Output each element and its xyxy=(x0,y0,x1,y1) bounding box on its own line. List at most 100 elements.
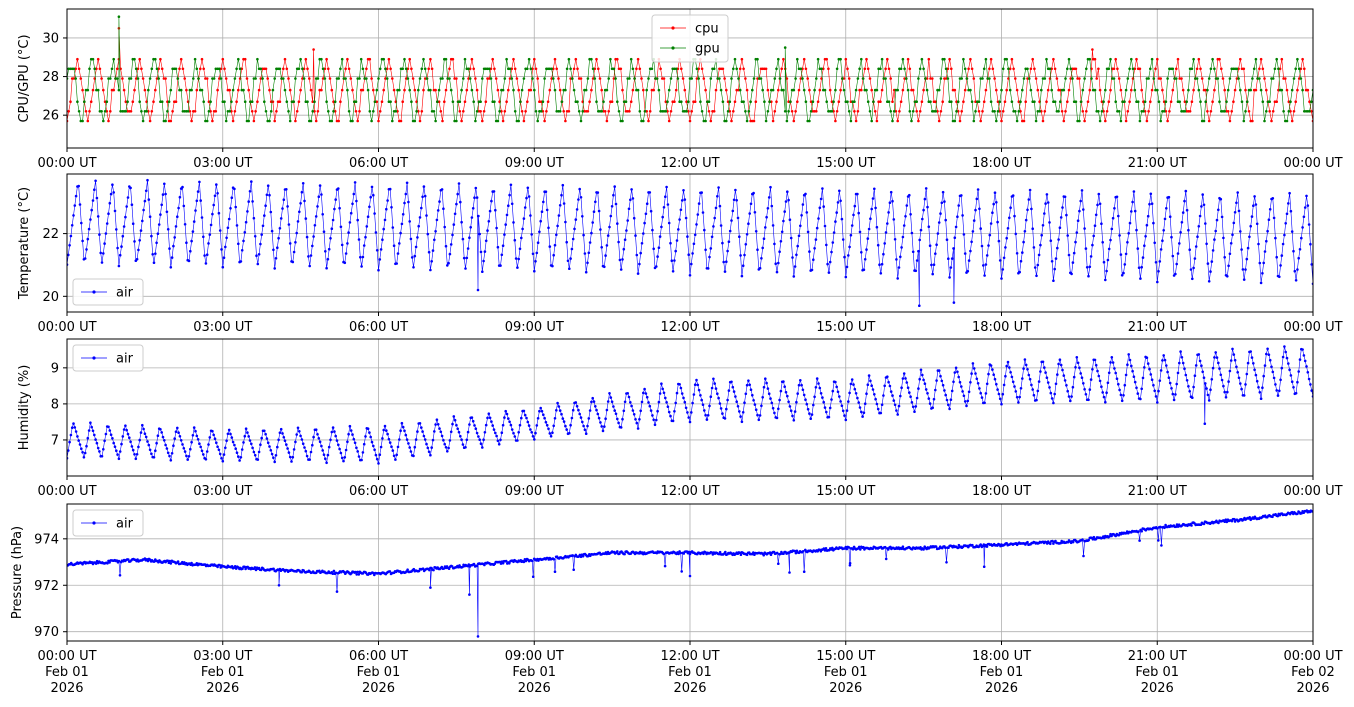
series-air-point xyxy=(626,392,629,395)
series-air-point xyxy=(159,428,162,431)
series-gpu-point xyxy=(645,88,648,92)
series-air-point xyxy=(1061,368,1064,372)
series-air-point xyxy=(72,422,75,425)
series-air-point xyxy=(936,232,940,235)
series-cpu-point xyxy=(129,110,133,113)
series-air-point xyxy=(1197,353,1201,356)
series-air-point xyxy=(243,231,247,234)
series-gpu-point xyxy=(920,57,924,61)
series-cpu-point xyxy=(879,100,882,103)
series-air-point xyxy=(730,219,733,222)
series-air-point xyxy=(452,223,456,226)
series-air-point xyxy=(144,435,148,439)
series-gpu-point xyxy=(782,88,785,92)
series-air-point xyxy=(130,203,134,206)
series-air-point xyxy=(660,382,663,386)
series-air-point xyxy=(503,233,506,236)
series-gpu-point xyxy=(1149,67,1152,71)
series-gpu-point xyxy=(119,110,122,113)
series-cpu-point xyxy=(520,110,524,113)
series-air-point xyxy=(1280,254,1284,257)
series-air-point xyxy=(1109,238,1112,242)
series-air-point xyxy=(169,459,173,462)
series-cpu-point xyxy=(702,77,706,80)
series-cpu-point xyxy=(98,67,102,71)
series-air-point xyxy=(70,224,74,227)
series-air-point xyxy=(344,448,348,452)
series-air-point xyxy=(700,398,703,402)
series-cpu-point xyxy=(311,100,315,103)
series-air-point xyxy=(1137,266,1141,270)
series-air-point xyxy=(552,424,555,428)
series-gpu-point xyxy=(685,110,688,113)
series-air-point xyxy=(1063,195,1067,199)
series-air-point xyxy=(709,395,713,399)
series-air-point xyxy=(507,204,510,207)
series-air-point xyxy=(205,253,209,256)
series-gpu-point xyxy=(956,100,960,103)
series-air-point xyxy=(261,224,265,228)
series-air-point xyxy=(740,420,744,424)
series-gpu-point xyxy=(197,77,200,80)
series-gpu-point xyxy=(797,67,801,71)
series-air-point xyxy=(1119,253,1123,256)
series-air-point xyxy=(1028,377,1032,381)
series-air-point xyxy=(1141,376,1145,380)
series-gpu-point xyxy=(1133,88,1137,92)
series-air-point xyxy=(353,181,357,184)
series-air-point xyxy=(1178,242,1181,245)
series-air-point xyxy=(1001,268,1005,271)
series-cpu-point xyxy=(744,77,747,80)
series-gpu-point xyxy=(1226,88,1230,92)
series-air-point xyxy=(482,438,485,442)
series-air-point xyxy=(1108,535,1111,538)
series-gpu-point xyxy=(552,77,555,80)
series-air-point xyxy=(789,236,793,240)
series-gpu-point xyxy=(1156,88,1159,92)
series-air-point xyxy=(1253,195,1256,198)
series-air-point xyxy=(992,373,995,377)
series-air-point xyxy=(74,194,78,198)
series-air-point xyxy=(269,210,273,214)
series-gpu-point xyxy=(1164,100,1168,103)
series-air-point xyxy=(227,428,231,432)
series-air-point xyxy=(314,428,318,432)
series-gpu-point xyxy=(571,77,574,80)
series-gpu-point xyxy=(529,67,533,71)
series-gpu-point xyxy=(418,77,422,80)
series-air-point xyxy=(1136,247,1140,250)
series-cpu-point xyxy=(1041,119,1045,123)
series-air-point xyxy=(674,249,677,253)
series-air-point xyxy=(1292,386,1295,389)
series-air-point xyxy=(978,387,981,390)
series-air-point xyxy=(745,553,749,557)
series-air-point xyxy=(168,454,171,458)
series-air-point xyxy=(146,178,149,182)
series-air-point xyxy=(1006,360,1010,364)
series-cpu-point xyxy=(969,57,972,61)
series-cpu-point xyxy=(1159,77,1162,80)
series-air-point xyxy=(282,198,286,201)
series-cpu-point xyxy=(936,110,939,113)
series-air-point xyxy=(1184,373,1188,377)
series-air-point xyxy=(553,243,557,247)
series-cpu-point xyxy=(1168,110,1171,113)
series-air-point xyxy=(217,448,221,452)
series-air-point xyxy=(692,242,696,246)
series-gpu-point xyxy=(1161,110,1164,113)
series-air-point xyxy=(257,253,261,256)
series-air-point xyxy=(939,212,942,215)
series-gpu-point xyxy=(548,67,552,71)
series-air-point xyxy=(373,573,376,577)
series-gpu-point xyxy=(770,88,773,92)
series-cpu-point xyxy=(557,77,560,80)
series-cpu-point xyxy=(941,100,944,103)
series-air-point xyxy=(211,429,214,433)
series-cpu-point xyxy=(370,77,373,80)
series-air-point xyxy=(848,245,851,249)
series-air-point xyxy=(141,423,144,427)
series-air-point xyxy=(765,381,768,385)
series-gpu-point xyxy=(1102,100,1105,103)
series-air-point xyxy=(874,397,877,401)
series-cpu-point xyxy=(408,57,412,61)
